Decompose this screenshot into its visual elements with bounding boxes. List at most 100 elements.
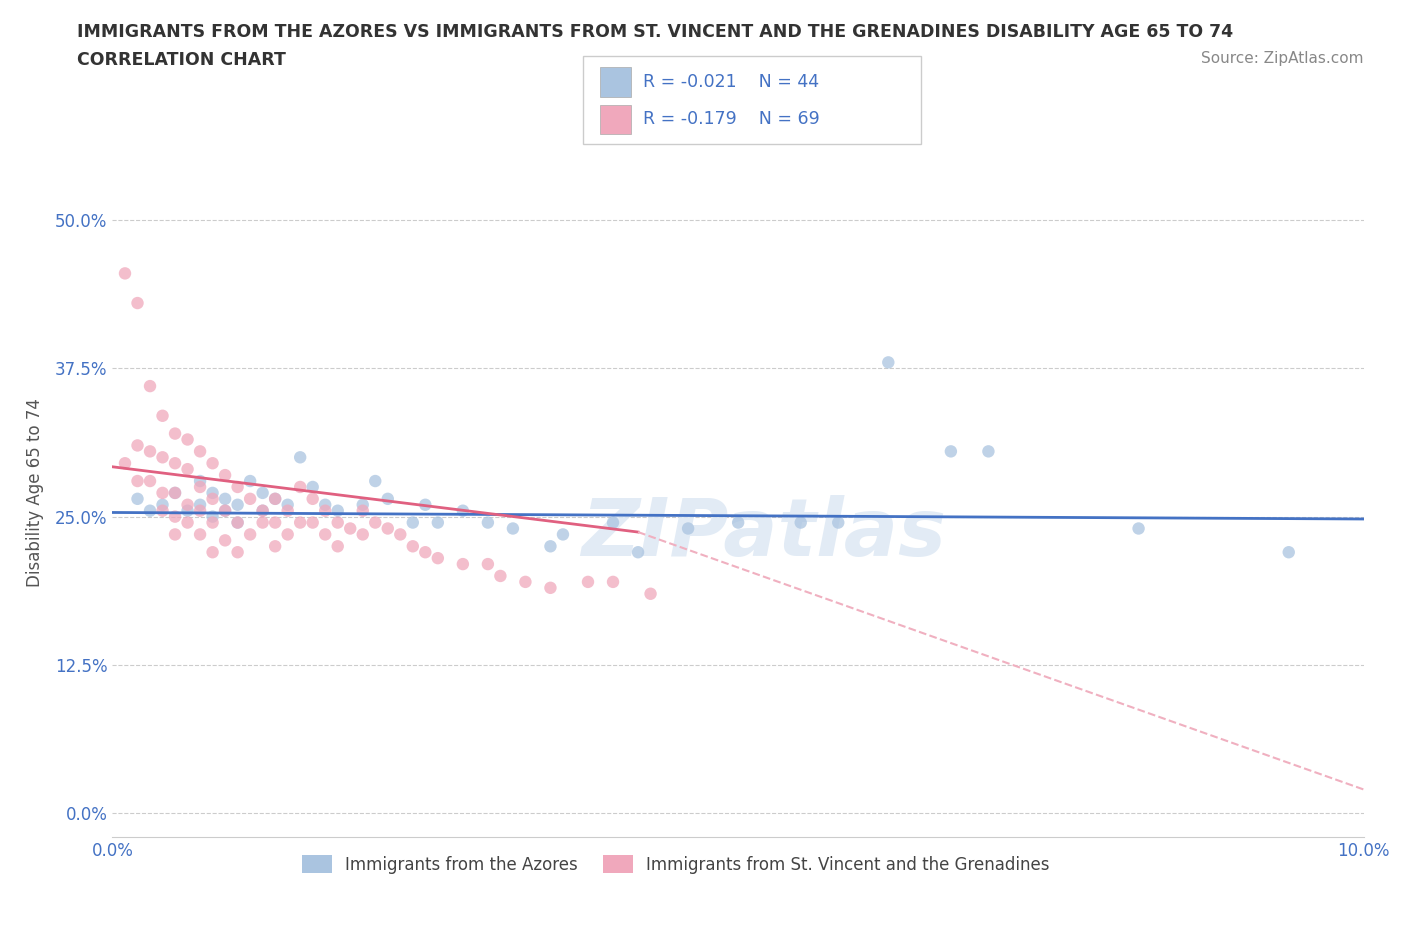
Point	[1278, 545, 1301, 560]
Point	[188, 473, 211, 488]
Point	[163, 456, 186, 471]
Point	[188, 480, 211, 495]
Point	[326, 503, 349, 518]
Point	[252, 503, 274, 518]
Point	[264, 515, 287, 530]
Point	[326, 515, 349, 530]
Point	[152, 485, 174, 500]
Point	[314, 498, 336, 512]
Point	[252, 485, 274, 500]
Point	[502, 521, 524, 536]
Point	[114, 266, 136, 281]
Point	[188, 527, 211, 542]
Point	[163, 527, 186, 542]
Point	[402, 515, 425, 530]
Point	[352, 498, 374, 512]
Point	[314, 527, 336, 542]
Point	[301, 491, 323, 506]
Point	[188, 503, 211, 518]
Point	[727, 515, 749, 530]
Point	[676, 521, 699, 536]
Legend: Immigrants from the Azores, Immigrants from St. Vincent and the Grenadines: Immigrants from the Azores, Immigrants f…	[295, 849, 1056, 881]
Point	[176, 432, 198, 447]
Point	[551, 527, 574, 542]
Point	[214, 491, 236, 506]
Point	[352, 503, 374, 518]
Point	[201, 491, 224, 506]
Point	[163, 510, 186, 525]
Point	[152, 503, 174, 518]
Point	[790, 515, 813, 530]
Point	[415, 498, 437, 512]
Point	[188, 498, 211, 512]
Text: CORRELATION CHART: CORRELATION CHART	[77, 51, 287, 69]
Point	[352, 527, 374, 542]
Point	[627, 545, 650, 560]
Point	[188, 444, 211, 458]
Point	[290, 480, 312, 495]
Point	[201, 456, 224, 471]
Point	[377, 491, 399, 506]
Point	[163, 426, 186, 441]
Point	[152, 498, 174, 512]
Point	[239, 527, 262, 542]
Point	[163, 485, 186, 500]
Point	[326, 538, 349, 553]
Point	[301, 480, 323, 495]
Point	[540, 538, 562, 553]
Point	[602, 575, 624, 590]
Point	[252, 515, 274, 530]
Point	[127, 473, 149, 488]
Text: Source: ZipAtlas.com: Source: ZipAtlas.com	[1201, 51, 1364, 66]
Point	[264, 491, 287, 506]
Point	[127, 296, 149, 311]
Text: ZIPatlas: ZIPatlas	[581, 495, 946, 573]
Text: IMMIGRANTS FROM THE AZORES VS IMMIGRANTS FROM ST. VINCENT AND THE GRENADINES DIS: IMMIGRANTS FROM THE AZORES VS IMMIGRANTS…	[77, 23, 1233, 41]
Point	[477, 557, 499, 572]
Point	[477, 515, 499, 530]
Point	[176, 515, 198, 530]
Point	[226, 545, 249, 560]
Point	[139, 444, 162, 458]
Point	[214, 533, 236, 548]
Point	[176, 503, 198, 518]
Point	[226, 480, 249, 495]
Point	[201, 485, 224, 500]
Point	[364, 473, 387, 488]
Point	[877, 355, 900, 370]
Point	[264, 538, 287, 553]
Point	[114, 456, 136, 471]
Point	[389, 527, 412, 542]
Point	[364, 515, 387, 530]
Point	[252, 503, 274, 518]
Point	[264, 491, 287, 506]
Y-axis label: Disability Age 65 to 74: Disability Age 65 to 74	[25, 398, 44, 588]
Point	[402, 538, 425, 553]
Point	[489, 568, 512, 583]
Point	[139, 473, 162, 488]
Point	[602, 515, 624, 530]
Point	[226, 515, 249, 530]
Point	[163, 485, 186, 500]
Point	[214, 503, 236, 518]
Point	[127, 438, 149, 453]
Point	[339, 521, 361, 536]
Point	[827, 515, 849, 530]
Point	[426, 551, 449, 565]
Point	[277, 527, 299, 542]
Point	[201, 545, 224, 560]
Point	[415, 545, 437, 560]
Point	[640, 586, 662, 601]
Point	[214, 468, 236, 483]
Point	[939, 444, 962, 458]
Point	[139, 379, 162, 393]
Point	[277, 498, 299, 512]
Point	[201, 515, 224, 530]
Point	[226, 498, 249, 512]
Point	[290, 515, 312, 530]
Point	[540, 580, 562, 595]
Point	[290, 450, 312, 465]
Text: R = -0.021    N = 44: R = -0.021 N = 44	[643, 73, 818, 91]
Point	[176, 498, 198, 512]
Point	[451, 557, 474, 572]
